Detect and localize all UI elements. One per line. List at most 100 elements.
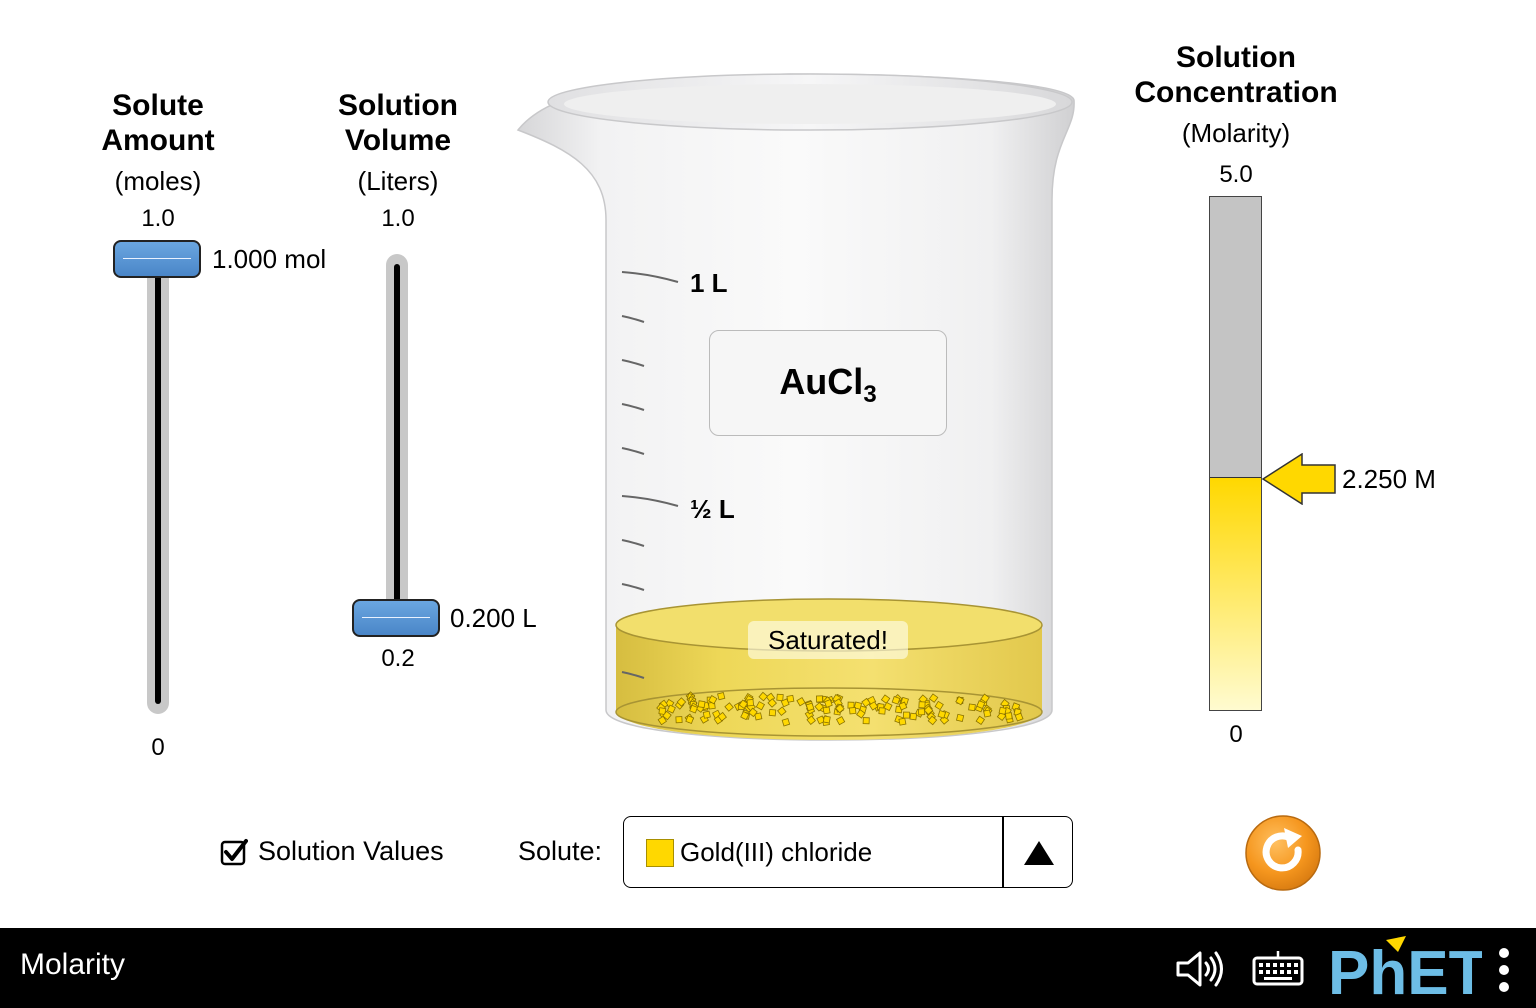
solution-values-label[interactable]: Solution Values: [258, 836, 444, 866]
concentration-unit: (Molarity): [1181, 118, 1291, 148]
graduation-marks: [621, 271, 679, 679]
precipitate-particle: [748, 707, 758, 718]
precipitate-particle: [805, 702, 815, 712]
precipitate-particle: [675, 716, 683, 724]
precipitate-particle: [755, 701, 766, 711]
precipitate-particle: [724, 702, 734, 712]
precipitate-particle: [658, 707, 667, 715]
precipitate-particle: [786, 694, 795, 703]
concentration-title-line2: Concentration: [1134, 76, 1338, 109]
precipitate-particle: [746, 699, 754, 707]
precipitate-particle: [662, 710, 672, 721]
precipitate-particle: [717, 711, 727, 722]
precipitate-particle: [780, 698, 790, 708]
precipitate-particle: [822, 706, 831, 715]
concentration-title-line1: Solution: [1176, 41, 1296, 74]
concentration-bar: [1209, 196, 1262, 711]
solute-amount-title-line2: Amount: [101, 124, 215, 157]
precipitate-particle: [880, 694, 891, 704]
precipitate-particle: [835, 703, 845, 714]
precipitate-particle: [934, 700, 944, 711]
reset-icon: [1262, 828, 1302, 872]
precipitate-particle: [883, 701, 893, 712]
concentration-value: 2.250 M: [1342, 464, 1436, 494]
precipitate-particle: [754, 712, 763, 721]
solute-selected-value: Gold(III) chloride: [680, 837, 873, 867]
precipitate-particle: [767, 698, 778, 708]
solution-volume-title-line2: Volume: [344, 124, 452, 157]
triangle-up-icon[interactable]: [1024, 841, 1054, 865]
solute-combo-box[interactable]: Gold(III) chloride: [623, 816, 1073, 888]
saturated-indicator: Saturated!: [748, 621, 908, 659]
precipitate-particle: [814, 702, 824, 712]
precipitate-particle: [676, 697, 687, 707]
precipitate-particle: [689, 704, 698, 714]
concentration-pointer-icon: [1262, 453, 1336, 505]
navigation-bar: Molarity PhET: [0, 928, 1536, 1008]
precipitate-particle: [998, 706, 1007, 715]
phet-logo[interactable]: PhET: [1328, 936, 1482, 1002]
precipitate-particle: [849, 707, 857, 715]
precipitate-particle: [740, 711, 750, 721]
precipitate-particle: [856, 709, 866, 719]
precipitate-particle: [983, 709, 992, 718]
precipitate-particle: [768, 708, 777, 717]
solution-liquid: [616, 625, 1042, 740]
solution-volume-max-label: 1.0: [381, 205, 415, 232]
concentration-bar-fill: [1210, 477, 1261, 710]
precipitate-particle: [975, 715, 986, 726]
solution-volume-unit: (Liters): [357, 166, 439, 196]
precipitate-particle: [909, 712, 918, 721]
speaker-icon[interactable]: [1176, 950, 1228, 988]
solution-volume-value: 0.200 L: [450, 603, 537, 633]
precipitate-particle: [738, 699, 749, 709]
precipitate-particle: [976, 700, 986, 710]
precipitate-particle: [835, 715, 846, 726]
precipitate-particle: [955, 696, 965, 706]
precipitate-particle: [898, 701, 908, 711]
precipitate-particle: [898, 717, 907, 726]
precipitate-particle: [862, 717, 870, 725]
precipitate-particle: [806, 715, 816, 725]
precipitate-particle: [937, 710, 947, 719]
solution-volume-title: Solution Volume: [318, 88, 478, 158]
solute-amount-max-label: 1.0: [141, 205, 175, 232]
keyboard-icon[interactable]: [1252, 948, 1304, 988]
precipitate-particle: [796, 697, 806, 707]
precipitate-particle: [918, 701, 926, 709]
precipitate-particle: [777, 706, 787, 716]
precipitate-particle: [928, 693, 939, 703]
precipitate-particle: [822, 715, 831, 724]
precipitate-particle: [824, 699, 833, 708]
solute-amount-value: 1.000 mol: [212, 244, 327, 274]
concentration-min-label: 0: [1229, 721, 1243, 748]
solute-amount-title: Solute Amount: [78, 88, 238, 158]
precipitate-particle: [1005, 712, 1013, 720]
reset-all-button[interactable]: [1244, 814, 1322, 892]
solute-amount-thumb[interactable]: [113, 240, 201, 278]
precipitate-particle: [968, 703, 976, 712]
concentration-title: Solution Concentration: [1116, 40, 1356, 110]
solute-amount-track-line: [155, 258, 161, 704]
phet-logo-text: PhET: [1328, 939, 1482, 1002]
precipitate-particle: [697, 700, 706, 709]
precipitate-particle: [980, 693, 990, 704]
formula-base: AuCl: [779, 361, 864, 402]
check-icon: [224, 839, 248, 861]
solute-combo-divider: [1002, 817, 1004, 887]
mark-1l-label: 1 L: [690, 268, 728, 298]
precipitate-particle: [781, 717, 791, 727]
precipitate-particle: [868, 701, 879, 711]
mark-half-l-label: ½ L: [690, 494, 735, 524]
more-options-icon[interactable]: [1494, 946, 1514, 994]
solute-amount-title-line1: Solute: [112, 89, 204, 122]
concentration-max-label: 5.0: [1219, 161, 1253, 188]
concentration-bar-empty: [1210, 197, 1261, 480]
precipitate-particle: [902, 711, 910, 719]
solution-volume-min-label: 0.2: [381, 645, 415, 672]
solute-label: Solute:: [518, 836, 603, 866]
solution-volume-thumb[interactable]: [352, 599, 440, 637]
solution-values-checkbox[interactable]: [220, 838, 248, 866]
precipitate-particle: [657, 715, 668, 726]
solute-amount-min-label: 0: [151, 734, 165, 761]
